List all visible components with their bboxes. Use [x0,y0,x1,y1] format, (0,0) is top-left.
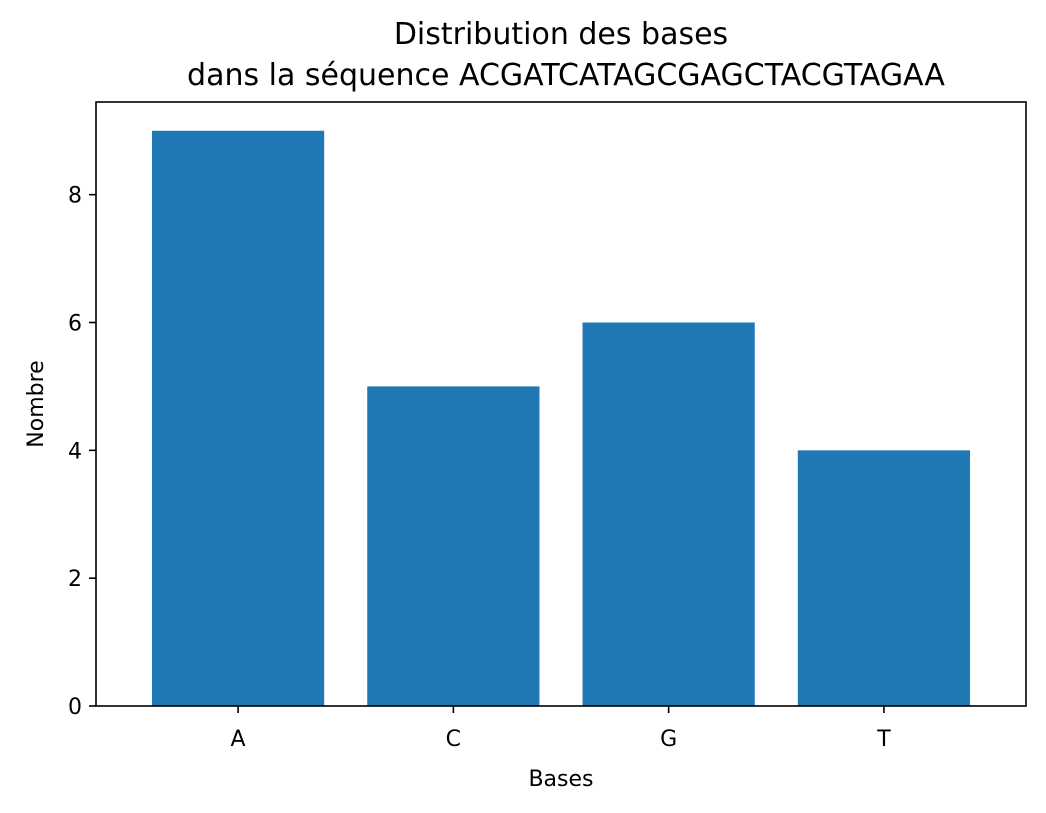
chart-title-line-1: Distribution des bases [394,17,728,52]
bar-G [582,322,755,706]
y-tick-label-8: 8 [68,184,82,209]
chart-title-line-2: dans la séquence ACGATCATAGCGAGCTACGTAGA… [187,58,945,93]
plot-frame [95,101,1027,707]
y-axis-ticks: 0 2 4 6 8 [68,184,96,720]
y-tick-label-6: 6 [68,312,82,337]
x-tick-label-T: T [876,727,891,752]
y-tick-label-4: 4 [68,439,82,464]
y-axis-label: Nombre [24,360,49,447]
x-tick-label-G: G [660,727,677,752]
bar-A [151,130,325,706]
x-tick-label-A: A [231,727,246,752]
bar-T [797,450,971,706]
x-tick-label-C: C [446,727,461,752]
bars-group [151,130,971,706]
bar-C [367,386,540,706]
y-tick-label-2: 2 [68,567,82,592]
y-tick-label-0: 0 [68,695,82,720]
x-axis-label: Bases [528,767,593,792]
